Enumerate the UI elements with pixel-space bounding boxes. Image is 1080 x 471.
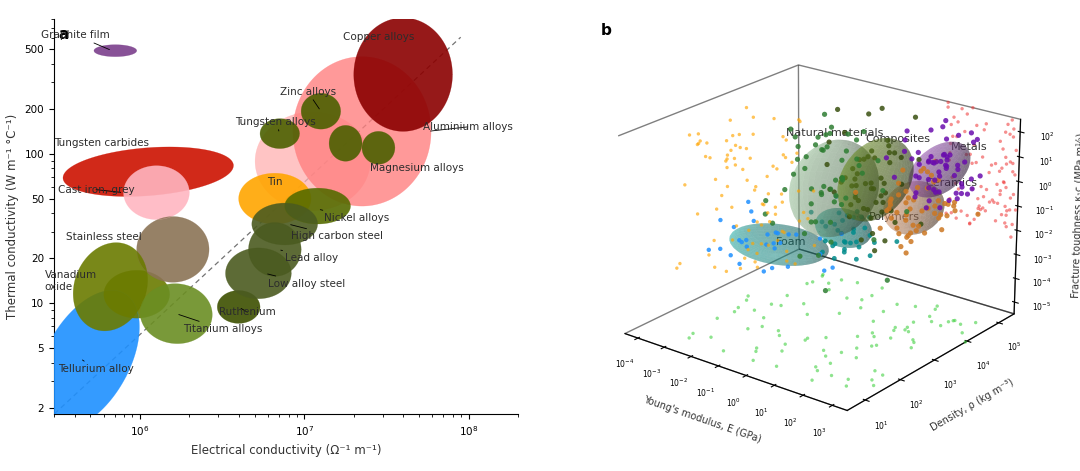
Text: Tin: Tin <box>267 177 283 187</box>
Text: Aluminium alloys: Aluminium alloys <box>423 122 513 132</box>
Text: Lead alloy: Lead alloy <box>281 250 338 263</box>
Text: Graphite film: Graphite film <box>41 30 110 49</box>
Polygon shape <box>239 173 311 224</box>
Polygon shape <box>285 188 351 224</box>
Polygon shape <box>362 131 395 164</box>
Polygon shape <box>329 125 362 161</box>
Text: Nickel alloys: Nickel alloys <box>321 210 390 223</box>
Polygon shape <box>301 93 340 129</box>
Text: Titanium alloys: Titanium alloys <box>179 315 262 334</box>
Text: Vanadium
oxide: Vanadium oxide <box>44 270 97 292</box>
Polygon shape <box>63 147 233 196</box>
Polygon shape <box>226 248 292 299</box>
Text: High carbon steel: High carbon steel <box>291 225 383 242</box>
Text: Stainless steel: Stainless steel <box>66 232 141 242</box>
Text: Ruthenium: Ruthenium <box>219 307 275 317</box>
Text: Magnesium alloys: Magnesium alloys <box>370 163 464 173</box>
Polygon shape <box>140 284 213 344</box>
Polygon shape <box>293 57 431 206</box>
Polygon shape <box>94 45 137 57</box>
Polygon shape <box>123 166 189 219</box>
Text: b: b <box>600 23 611 38</box>
Text: Tungsten alloys: Tungsten alloys <box>235 117 316 131</box>
X-axis label: Young's modulus, E (GPa): Young's modulus, E (GPa) <box>642 395 762 445</box>
Y-axis label: Density, ρ (kg m⁻³): Density, ρ (kg m⁻³) <box>929 377 1015 432</box>
Polygon shape <box>252 203 318 245</box>
Y-axis label: Thermal conductivity (W m⁻¹ °C⁻¹): Thermal conductivity (W m⁻¹ °C⁻¹) <box>6 114 19 319</box>
Polygon shape <box>137 217 210 282</box>
Text: Low alloy steel: Low alloy steel <box>268 274 346 289</box>
X-axis label: Electrical conductivity (Ω⁻¹ m⁻¹): Electrical conductivity (Ω⁻¹ m⁻¹) <box>191 444 381 456</box>
Polygon shape <box>104 270 170 318</box>
Text: Tellurium alloy: Tellurium alloy <box>57 360 134 374</box>
Text: Tungsten carbides: Tungsten carbides <box>54 138 149 148</box>
Text: Copper alloys: Copper alloys <box>342 32 414 42</box>
Text: Cast iron, grey: Cast iron, grey <box>57 185 134 195</box>
Polygon shape <box>354 18 453 131</box>
Text: Zinc alloys: Zinc alloys <box>280 87 336 109</box>
Polygon shape <box>36 290 139 430</box>
Polygon shape <box>255 112 370 211</box>
Polygon shape <box>217 291 260 324</box>
Polygon shape <box>260 119 299 148</box>
Polygon shape <box>248 222 301 276</box>
Text: a: a <box>58 27 69 42</box>
Polygon shape <box>73 243 148 331</box>
